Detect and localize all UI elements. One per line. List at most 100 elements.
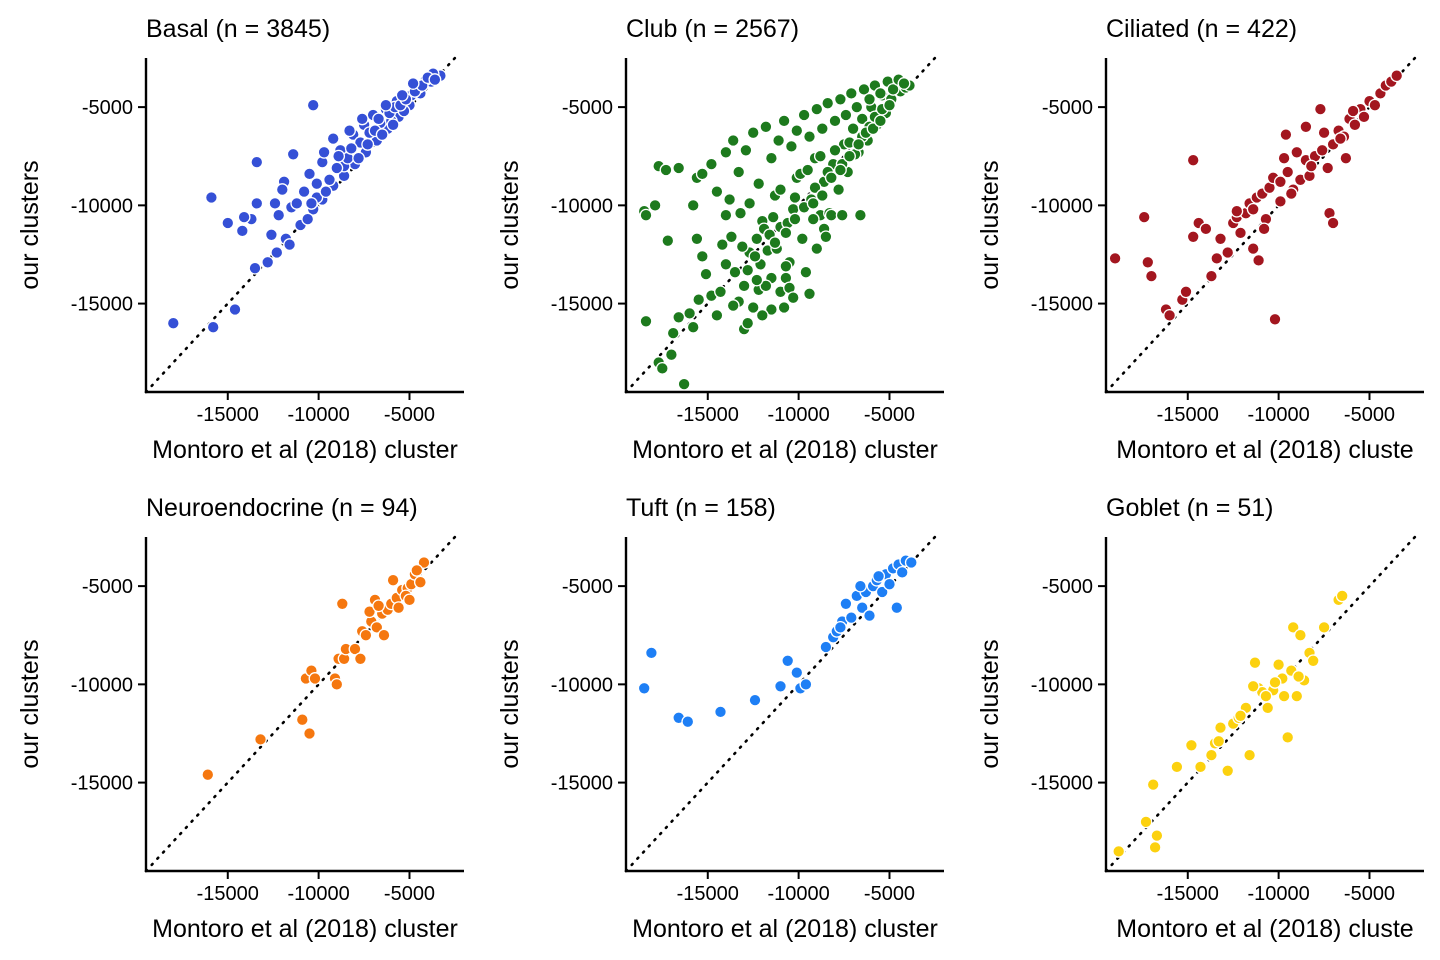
data-point — [363, 605, 376, 619]
data-point — [1317, 620, 1331, 634]
data-point — [386, 118, 400, 132]
data-point — [303, 167, 316, 181]
data-point — [739, 143, 753, 157]
data-point — [1261, 701, 1275, 715]
data-point — [655, 361, 669, 375]
data-point — [677, 377, 691, 391]
data-point — [254, 732, 267, 746]
x-tick-label: -15000 — [197, 404, 259, 426]
data-point — [1214, 232, 1227, 246]
points-group — [637, 73, 916, 391]
data-point — [795, 232, 809, 246]
data-point — [1293, 628, 1307, 642]
points-group — [201, 556, 431, 782]
x-tick-label: -5000 — [864, 404, 915, 426]
panel-title: Neuroendocrine (n = 94) — [146, 494, 418, 522]
data-point — [1210, 251, 1224, 265]
data-point — [819, 230, 833, 244]
data-point — [1335, 589, 1349, 603]
data-point — [661, 234, 675, 248]
data-point — [301, 212, 315, 226]
data-point — [853, 579, 867, 593]
data-point — [1390, 69, 1404, 83]
data-point — [370, 620, 384, 634]
data-point — [1139, 815, 1153, 829]
data-point — [784, 139, 798, 153]
data-point — [777, 114, 791, 128]
data-point — [839, 597, 853, 611]
data-point — [741, 316, 755, 330]
data-point — [1268, 312, 1282, 326]
data-point — [699, 267, 713, 281]
data-point — [639, 314, 653, 328]
data-point — [348, 642, 362, 656]
x-tick-label: -15000 — [1157, 883, 1219, 905]
data-point — [1304, 159, 1318, 173]
data-point — [1315, 143, 1329, 157]
data-point — [372, 599, 386, 613]
data-point — [799, 677, 813, 691]
data-point — [221, 216, 235, 230]
data-point — [743, 196, 757, 210]
data-point — [1186, 153, 1200, 167]
data-point — [1186, 230, 1200, 244]
data-point — [806, 212, 820, 226]
data-point — [1141, 255, 1155, 269]
data-point — [352, 151, 366, 165]
data-point — [710, 185, 724, 199]
data-point — [683, 306, 697, 320]
x-tick-label: -10000 — [767, 404, 829, 426]
x-tick-label: -5000 — [1344, 883, 1395, 905]
data-point — [828, 114, 842, 128]
x-tick-label: -15000 — [197, 883, 259, 905]
data-point — [1321, 161, 1335, 175]
data-point — [774, 183, 787, 197]
data-point — [672, 161, 686, 175]
data-point — [844, 611, 858, 625]
data-point — [330, 161, 344, 175]
y-axis-title: our clusters — [976, 160, 1004, 289]
data-point — [844, 86, 858, 100]
data-point — [375, 128, 389, 142]
data-point — [750, 232, 764, 246]
data-point — [428, 73, 442, 87]
panel-title: Basal (n = 3845) — [146, 15, 330, 43]
data-point — [344, 141, 358, 155]
x-tick-label: -5000 — [1344, 404, 1395, 426]
data-point — [824, 171, 838, 185]
x-tick-label: -15000 — [677, 883, 739, 905]
points-group — [1108, 69, 1404, 326]
data-point — [1248, 656, 1262, 670]
data-point — [1163, 308, 1177, 322]
data-point — [648, 198, 662, 212]
data-point — [873, 86, 887, 100]
panel-title: Tuft (n = 158) — [626, 494, 776, 522]
scatter-panel: Neuroendocrine (n = 94) -15000 -10000 -5000… — [16, 494, 464, 943]
data-point — [704, 157, 718, 171]
data-point — [204, 191, 218, 204]
y-tick-label: -15000 — [71, 773, 133, 795]
data-point — [290, 196, 304, 210]
data-point — [821, 96, 835, 110]
data-point — [863, 609, 876, 623]
data-point — [1268, 675, 1282, 689]
data-point — [372, 112, 386, 126]
data-point — [714, 705, 727, 719]
data-point — [839, 108, 853, 122]
data-point — [413, 575, 427, 589]
data-point — [295, 713, 309, 727]
data-point — [897, 77, 911, 90]
data-point — [283, 238, 297, 252]
y-tick-label: -5000 — [82, 97, 133, 119]
data-point — [692, 293, 706, 307]
data-point — [883, 577, 896, 591]
data-point — [737, 279, 751, 293]
data-point — [1273, 175, 1287, 189]
data-point — [719, 257, 733, 271]
x-tick-label: -5000 — [384, 404, 435, 426]
y-tick-label: -5000 — [562, 97, 613, 119]
x-axis-title: Montoro et al (2018) cluster — [152, 915, 458, 943]
x-tick-label: -5000 — [864, 883, 915, 905]
data-point — [786, 291, 800, 305]
data-point — [392, 601, 406, 615]
